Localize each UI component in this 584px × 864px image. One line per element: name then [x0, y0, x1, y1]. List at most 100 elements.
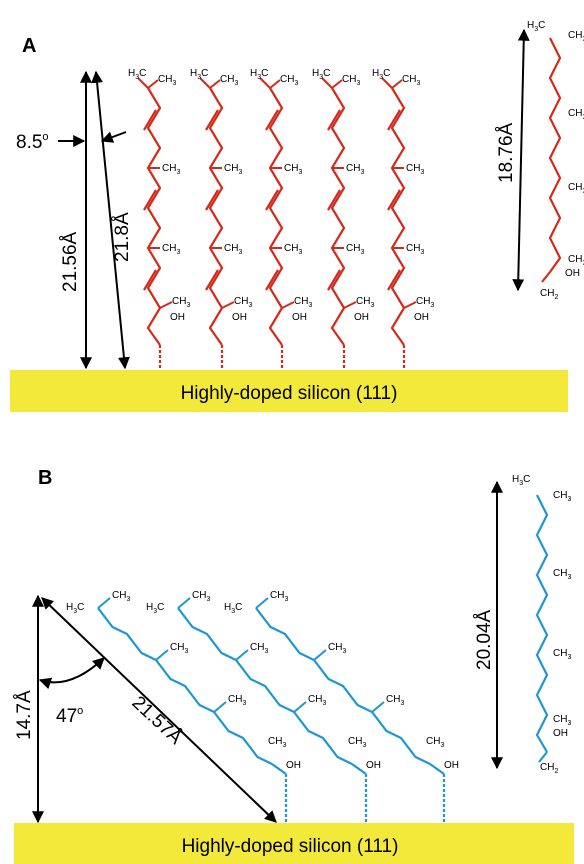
panel-a-ch3-label: CH3	[284, 243, 302, 256]
panel-a-chain-backbone	[208, 87, 224, 346]
panel-a-single-molecule-arrow	[512, 28, 530, 292]
panel-b-branch	[235, 649, 249, 661]
panel-a-chain-backbone	[390, 87, 406, 346]
panel-b-h3c-label: H3C	[66, 602, 84, 615]
panel-a-branch	[391, 79, 403, 89]
panel-b-branch	[213, 701, 227, 713]
panel-a-branch	[343, 301, 357, 309]
panel-b-vinyl-bond	[538, 751, 548, 763]
panel-b-branch	[97, 597, 111, 609]
panel-a-chains: H3CCH3CH3CH3CH3OHH3CCH3CH3CH3CH3OHH3CCH3…	[128, 20, 584, 368]
panel-a-branch	[221, 301, 235, 309]
panel-a-ch3-label: CH3	[162, 163, 180, 176]
panel-b-ch3-label: CH3	[270, 590, 288, 603]
panel-a-label: A	[22, 35, 36, 57]
panel-a-tilt-angle: 8.5o	[16, 131, 49, 153]
panel-b-ch3-label: CH3	[308, 694, 326, 707]
panel-a-chain: H3C CH3 CH3 CH3 CH3 OH	[128, 68, 190, 368]
panel-a-branch	[137, 77, 149, 89]
panel-a-ch3-label: CH3	[346, 243, 364, 256]
panel-b-chain-backbone	[255, 607, 431, 765]
panel-b-vertical-length: 14.7Å	[14, 690, 35, 740]
panel-a-double-bond	[143, 269, 157, 291]
panel-a-double-bond	[143, 109, 157, 131]
panel-b-chains: H3CCH3CH3CH3CH3OHH3CCH3CH3CH3CH3OHH3CCH3…	[66, 474, 571, 822]
panel-b-ch3-label: CH3	[386, 694, 404, 707]
panel-a-branch	[269, 79, 281, 89]
panel-a-chain: H3C CH3 CH3 CH3 CH3 OH	[190, 68, 252, 368]
panel-b-ch3-label: CH3	[268, 736, 286, 749]
panel-a-single-oh-label: OH	[565, 268, 580, 279]
panel-a-single-ch2-label: CH2	[540, 288, 558, 301]
panel-a-ch3-label: CH3	[224, 243, 242, 256]
panel-a-branch	[403, 301, 417, 309]
panel-b-branch	[255, 597, 269, 609]
panel-a-double-bond	[205, 269, 219, 291]
panel-a-branch	[331, 79, 343, 89]
panel-b-substrate-bar	[14, 823, 574, 864]
panel-a-chain-backbone	[146, 87, 162, 346]
panel-b-single-molecule-length: 20.04Å	[474, 609, 495, 670]
panel-a-chain: H3C CH3 CH3 CH3 CH3 OH	[250, 68, 312, 368]
panel-b-ch3-label: CH3	[192, 590, 210, 603]
panel-a-double-bond	[387, 189, 401, 211]
panel-a-chain-backbone	[330, 87, 346, 346]
panel-a-ch3-label: CH3	[346, 163, 364, 176]
panel-b-angle-arc	[38, 657, 105, 690]
panel-a-branch	[381, 77, 393, 89]
panel-a-double-bond	[387, 109, 401, 131]
panel-b-branch	[313, 649, 327, 661]
panel-b-branch	[371, 701, 385, 713]
panel-a-molecule-length: 21.8Å	[112, 212, 133, 262]
panel-a-oh-label: OH	[414, 312, 429, 323]
panel-b-single-ch3-label: CH3	[553, 648, 571, 661]
panel-b-ch3-label: CH3	[348, 736, 366, 749]
panel-a-angle-arrow-right	[100, 131, 127, 143]
panel-b-ch3-label: CH3	[250, 642, 268, 655]
panel-a-h3c-label: H3C	[250, 68, 268, 81]
panel-a-oh-label: OH	[292, 312, 307, 323]
panel-a: A Highly-doped silicon (111) 8.5o 21.56Å…	[10, 20, 584, 412]
panel-a-double-bond	[387, 269, 401, 291]
panel-b-branch	[155, 649, 169, 661]
panel-a-ch3-label: CH3	[342, 74, 360, 87]
panel-a-double-bond	[265, 109, 279, 131]
panel-b-label: B	[38, 467, 52, 489]
panel-b-chain-tail	[429, 763, 445, 775]
panel-a-single-ch3-label: CH3	[568, 254, 584, 267]
panel-a-ch3-label: CH3	[294, 296, 312, 309]
panel-a-single-ch3-label: CH3	[568, 182, 584, 195]
panel-a-branch	[321, 77, 333, 89]
panel-a-single-ch3-label: CH3	[568, 108, 584, 121]
panel-a-h3c-label: H3C	[190, 68, 208, 81]
panel-a-vinyl-bond	[541, 271, 551, 283]
panel-b-single-molecule-backbone	[535, 494, 549, 753]
panel-a-ch3-label: CH3	[280, 74, 298, 87]
panel-b-oh-label: OH	[444, 760, 459, 771]
panel-b-substrate-label: Highly-doped silicon (111)	[182, 836, 399, 857]
panel-a-ch3-label: CH3	[234, 296, 252, 309]
panel-a-oh-label: OH	[354, 312, 369, 323]
panel-a-chain: H3C CH3 CH3 CH3 CH3 OH	[372, 68, 434, 368]
panel-a-branch	[281, 301, 295, 309]
panel-b-oh-label: OH	[366, 760, 381, 771]
panel-b-ch3-label: CH3	[426, 736, 444, 749]
panel-a-double-bond	[143, 189, 157, 211]
panel-a-chain-backbone	[268, 87, 284, 346]
panel-a-h3c-label: H3C	[312, 68, 330, 81]
panel-a-h3c-label: H3C	[128, 68, 146, 81]
panel-a-branch	[159, 301, 173, 309]
panel-b-h3c-label: H3C	[224, 602, 242, 615]
panel-a-ch3-label: CH3	[416, 296, 434, 309]
panel-a-ch3-label: CH3	[220, 74, 238, 87]
panel-b-single-ch3-label: CH3	[553, 568, 571, 581]
panel-a-oh-label: OH	[170, 312, 185, 323]
panel-b-chain-backbone	[97, 607, 273, 765]
panel-b-branch	[293, 701, 307, 713]
panel-a-single-h3c-label: H3C	[527, 20, 545, 33]
panel-b-chain-tail	[351, 763, 367, 775]
